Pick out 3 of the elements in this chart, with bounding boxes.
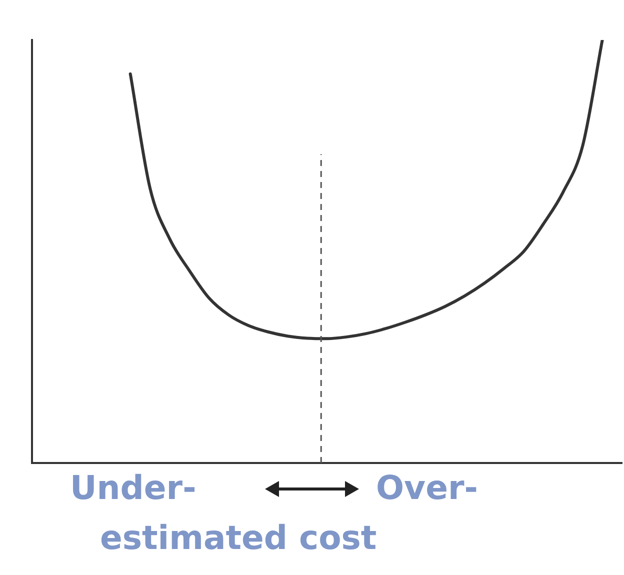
text: estimated cost [100, 518, 377, 558]
text: Over- [376, 468, 478, 508]
text: Under- [70, 468, 196, 508]
